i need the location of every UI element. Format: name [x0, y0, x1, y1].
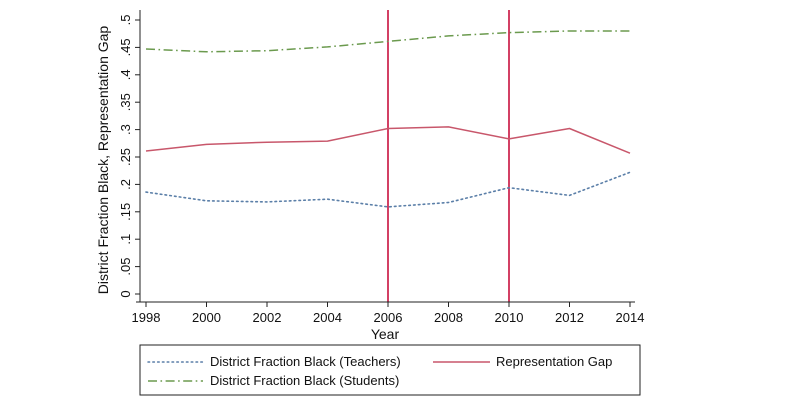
series-line-representation-gap — [145, 126, 631, 154]
x-tick-label-2010: 2010 — [495, 310, 524, 325]
y-tick-label-25: .25 — [118, 148, 133, 166]
legend-box — [139, 344, 641, 396]
x-tick-label-2012: 2012 — [555, 310, 584, 325]
x-tick-label-2008: 2008 — [434, 310, 463, 325]
y-tick-label-2: .2 — [118, 179, 133, 190]
series-line-district-fraction-black-students — [145, 30, 630, 53]
legend-label-district-fraction-black-teachers: District Fraction Black (Teachers) — [210, 354, 401, 369]
y-tick-label-35: .35 — [118, 93, 133, 111]
x-tick-label-2002: 2002 — [253, 310, 282, 325]
x-tick-label-1998: 1998 — [132, 310, 161, 325]
x-axis-title: Year — [371, 326, 400, 342]
y-tick-label-0: 0 — [118, 290, 133, 297]
x-tick-label-2004: 2004 — [313, 310, 342, 325]
legend: District Fraction Black (Teachers) Repres… — [139, 344, 641, 396]
axes — [136, 10, 635, 303]
reference-lines — [387, 10, 510, 302]
y-ticks: 0 .05 .1 .15 .2 .25 .3 .35 .4 .45 .5 — [118, 15, 140, 298]
y-tick-label-4: .4 — [118, 69, 133, 80]
series-line-district-fraction-black-teachers — [145, 171, 631, 208]
plot-area — [140, 12, 640, 296]
y-tick-label-1: .1 — [118, 234, 133, 245]
series-lines — [145, 30, 631, 208]
y-tick-label-5: .5 — [118, 15, 133, 26]
y-tick-label-05: .05 — [118, 258, 133, 276]
y-axis-title: District Fraction Black, Representation … — [95, 26, 111, 295]
x-tick-label-2014: 2014 — [616, 310, 645, 325]
legend-label-district-fraction-black-students: District Fraction Black (Students) — [210, 373, 399, 388]
y-tick-label-3: .3 — [118, 124, 133, 135]
x-ticks: 1998 2000 2002 2004 2006 2008 2010 2012 2014 — [132, 302, 645, 325]
x-tick-label-2006: 2006 — [374, 310, 403, 325]
x-tick-label-2000: 2000 — [192, 310, 221, 325]
legend-label-representation-gap: Representation Gap — [496, 354, 612, 369]
y-tick-label-45: .45 — [118, 38, 133, 56]
y-tick-label-15: .15 — [118, 203, 133, 221]
